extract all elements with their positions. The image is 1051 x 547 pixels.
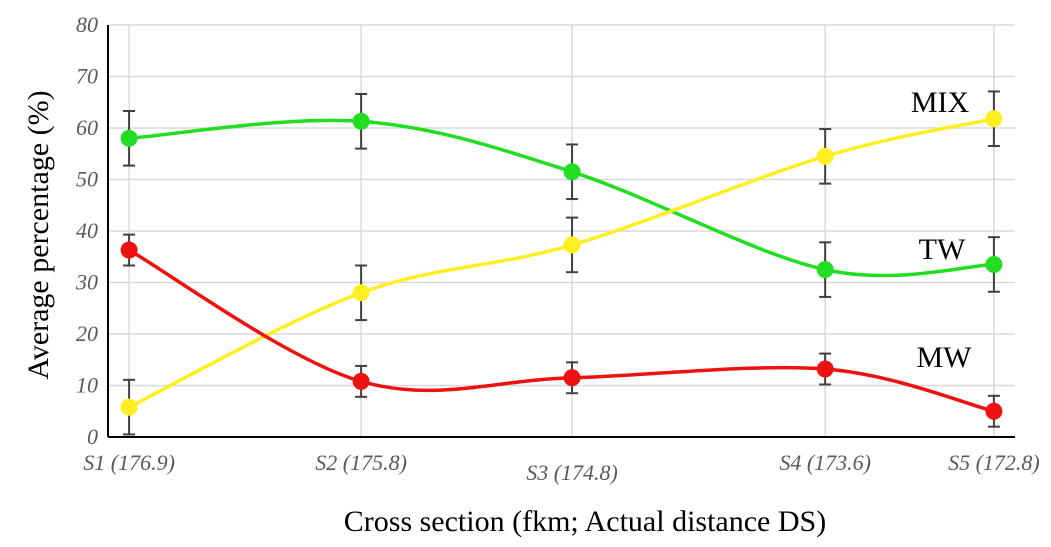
series-label-tw: TW — [919, 233, 966, 266]
y-tick-label: 40 — [76, 218, 98, 243]
data-point-tw — [985, 255, 1003, 273]
y-tick-labels: 0 10 20 30 40 50 60 70 80 — [75, 12, 98, 449]
y-tick-label: 10 — [76, 373, 98, 398]
y-tick-label: 0 — [87, 424, 98, 449]
y-tick-label: 20 — [76, 321, 98, 346]
data-point-tw — [563, 163, 581, 181]
series-line-mix — [128, 117, 995, 409]
axes — [107, 25, 1015, 438]
data-point-mw — [985, 402, 1003, 420]
y-tick-label: 80 — [76, 12, 98, 37]
x-tick-label: S5 (172.8) — [948, 450, 1040, 475]
x-tick-label: S3 (174.8) — [526, 460, 618, 485]
data-point-mw — [120, 241, 138, 259]
data-point-mw — [352, 372, 370, 390]
x-tick-label: S1 (176.9) — [83, 450, 175, 475]
data-point-mix — [816, 147, 834, 165]
series-label-mix: MIX — [911, 86, 970, 119]
x-axis-title: Cross section (fkm; Actual distance DS) — [344, 505, 826, 538]
data-point-mw — [563, 369, 581, 387]
data-point-mix — [120, 398, 138, 416]
data-point-mix — [985, 110, 1003, 128]
series-label-mw: MW — [917, 341, 973, 374]
y-tick-label: 70 — [76, 64, 98, 89]
series-group — [120, 90, 1003, 436]
data-point-mix — [352, 284, 370, 302]
x-tick-label: S4 (173.6) — [779, 450, 871, 475]
data-point-tw — [352, 112, 370, 130]
y-tick-label: 50 — [76, 167, 98, 192]
data-point-tw — [816, 261, 834, 279]
y-tick-label: 30 — [75, 270, 98, 295]
data-point-mw — [816, 360, 834, 378]
series-labels: TW MIX MW — [911, 86, 972, 374]
data-point-mix — [563, 236, 581, 254]
x-tick-label: S2 (175.8) — [315, 450, 407, 475]
data-point-tw — [120, 129, 138, 147]
grid-lines — [108, 24, 1015, 437]
y-axis-title: Average percentage (%) — [22, 90, 55, 379]
x-tick-labels: S1 (176.9) S2 (175.8) S3 (174.8) S4 (173.6)… — [83, 450, 1039, 485]
series-line-tw — [128, 118, 994, 278]
y-tick-label: 60 — [76, 115, 98, 140]
